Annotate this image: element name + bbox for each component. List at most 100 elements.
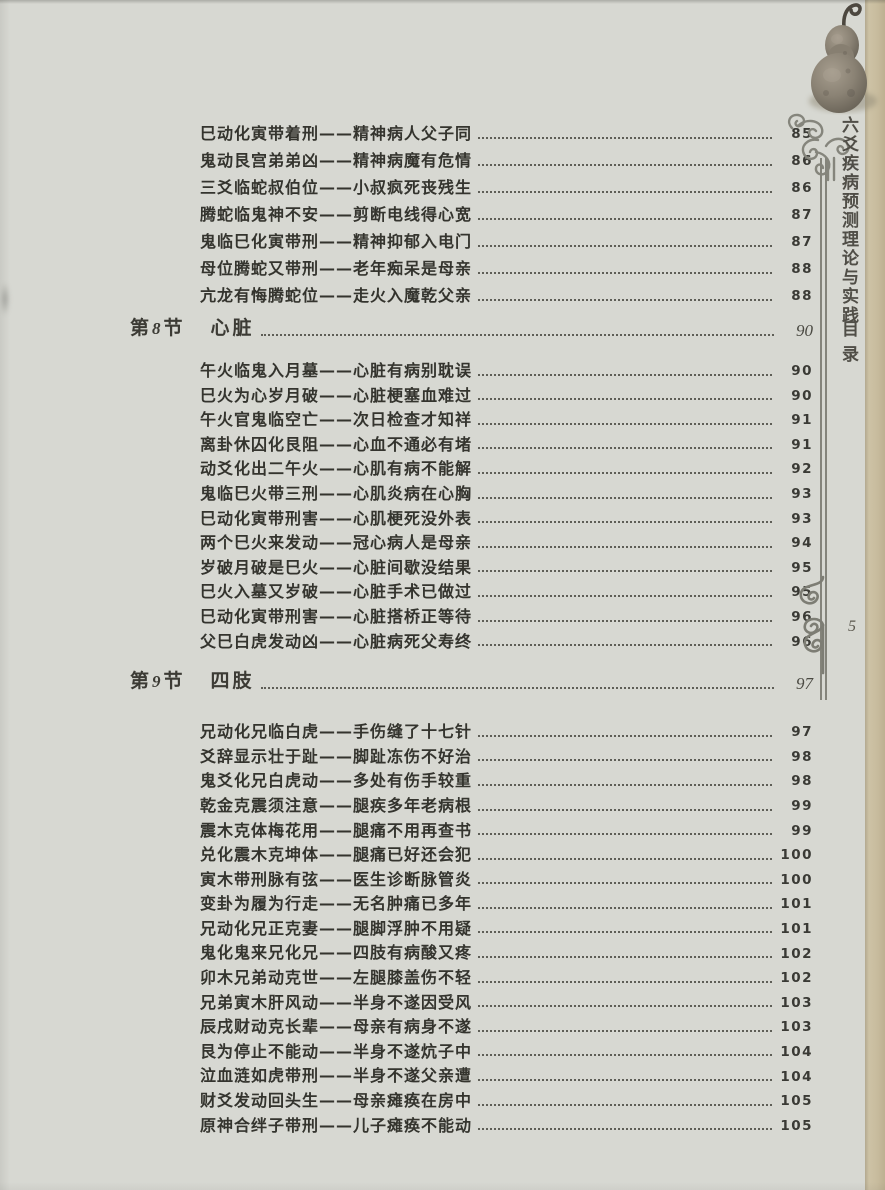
dotted-leader [478, 447, 772, 450]
toc-entry-list: 巳动化寅带着刑——精神病人父子同 85 鬼动艮宫弟弟凶——精神病魔有危情 86 … [130, 116, 813, 305]
toc-entry-text: 巳火为心岁月破——心脏梗塞血难过 [200, 385, 473, 405]
toc-entry: 三爻临蛇叔伯位——小叔疯死丧残生 86 [200, 170, 813, 197]
toc-entry-page-number: 102 [780, 945, 813, 962]
toc-entry-text: 原神合绊子带刑——儿子瘫痪不能动 [200, 1115, 473, 1135]
toc-entry-page-number: 98 [791, 748, 813, 765]
dotted-leader [478, 644, 772, 647]
toc-entry-page-number: 100 [780, 871, 813, 888]
toc-entry-page-number: 93 [791, 486, 813, 503]
double-spiral-ornament [795, 575, 849, 675]
dotted-leader [478, 299, 772, 301]
toc-entry-page-number: 101 [780, 896, 813, 913]
dotted-leader [478, 373, 772, 376]
dotted-leader [478, 734, 772, 737]
toc-entry-page-number: 101 [780, 920, 813, 937]
dotted-leader [478, 137, 772, 139]
dotted-leader [478, 164, 772, 166]
toc-entry-page-number: 98 [791, 773, 813, 790]
dotted-leader [478, 619, 772, 622]
toc-entry-page-number: 85 [791, 126, 813, 143]
toc-entry: 辰戌财动克长辈——母亲有病身不遂 103 [200, 1011, 813, 1036]
dotted-leader [260, 687, 774, 690]
toc-entry-text: 兄动化兄正克妻——腿脚浮肿不用疑 [200, 918, 473, 938]
dotted-leader [478, 218, 772, 220]
toc-entry: 离卦休囚化艮阻——心血不通必有堵 91 [200, 429, 813, 454]
toc-entry-page-number: 87 [791, 234, 813, 251]
toc-entry: 亢龙有悔腾蛇位——走火入魔乾父亲 88 [200, 278, 813, 305]
dotted-leader [478, 521, 772, 524]
toc-entry: 变卦为履为行走——无名肿痛已多年 101 [200, 888, 813, 913]
toc-entry-text: 午火官鬼临空亡——次日检查才知祥 [200, 410, 473, 430]
toc-list: 巳动化寅带着刑——精神病人父子同 85 鬼动艮宫弟弟凶——精神病魔有危情 86 … [130, 116, 813, 1134]
toc-entry-page-number: 90 [791, 363, 813, 380]
toc-entry-page-number: 88 [791, 261, 813, 278]
decorative-border [820, 158, 827, 700]
dotted-leader [478, 783, 772, 786]
toc-entry: 爻辞显示壮于趾——脚趾冻伤不好治 98 [200, 741, 813, 766]
dotted-leader [478, 833, 772, 836]
toc-entry-text: 离卦休囚化艮阻——心血不通必有堵 [200, 434, 473, 454]
dotted-leader [478, 545, 772, 548]
toc-entry-page-number: 104 [780, 1043, 813, 1060]
toc-entry: 巳动化寅带刑害——心肌梗死没外表 93 [200, 503, 813, 528]
toc-entry-text: 兄动化兄临白虎——手伤缝了十七针 [200, 722, 473, 742]
toc-entry: 鬼临巳火带三刑——心肌炎病在心胸 93 [200, 478, 813, 503]
toc-entry-text: 泣血涟如虎带刑——半身不遂父亲遭 [200, 1066, 473, 1086]
toc-entry: 两个巳火来发动——冠心病人是母亲 94 [200, 527, 813, 552]
toc-entry-text: 爻辞显示壮于趾——脚趾冻伤不好治 [200, 746, 473, 766]
dotted-leader [478, 594, 772, 597]
toc-entry-text: 寅木带刑脉有弦——医生诊断脉管炎 [200, 869, 473, 889]
toc-entry-page-number: 94 [791, 535, 813, 552]
toc-entry: 巳火入墓又岁破——心脏手术已做过 95 [200, 576, 813, 601]
page-edge-strip [865, 0, 885, 1190]
toc-entry: 巳火为心岁月破——心脏梗塞血难过 90 [200, 380, 813, 405]
page-number: 5 [848, 618, 856, 635]
toc-entry: 腾蛇临鬼神不安——剪断电线得心宽 87 [200, 197, 813, 224]
toc-entry-page-number: 95 [791, 559, 813, 576]
gourd-image [796, 1, 885, 116]
toc-entry-text: 乾金克震须注意——腿疾多年老病根 [200, 795, 473, 815]
toc-entry-text: 母位腾蛇又带刑——老年痴呆是母亲 [200, 259, 473, 279]
toc-entry: 动爻化出二午火——心肌有病不能解 92 [200, 453, 813, 478]
toc-entry-page-number: 97 [791, 724, 813, 741]
dotted-leader [478, 906, 772, 909]
dotted-leader [478, 1079, 772, 1082]
toc-entry-text: 父巳白虎发动凶——心脏病死父寿终 [200, 631, 473, 651]
dotted-leader [478, 272, 772, 274]
toc-entry: 兄动化兄临白虎——手伤缝了十七针 97 [200, 716, 813, 741]
toc-entry-page-number: 91 [791, 436, 813, 453]
toc-entry-text: 腾蛇临鬼神不安——剪断电线得心宽 [200, 205, 473, 225]
dotted-leader [478, 398, 772, 401]
dotted-leader [478, 1128, 772, 1131]
toc-entry: 午火官鬼临空亡——次日检查才知祥 91 [200, 404, 813, 429]
toc-entry: 父巳白虎发动凶——心脏病死父寿终 96 [200, 626, 813, 651]
toc-entry-page-number: 86 [791, 180, 813, 197]
toc-entry: 震木克体梅花用——腿痛不用再查书 99 [200, 815, 813, 840]
dotted-leader [478, 1029, 772, 1032]
dotted-leader [478, 570, 772, 573]
toc-entry: 巳动化寅带刑害——心脏搭桥正等待 96 [200, 601, 813, 626]
gourd-icon [809, 3, 877, 113]
toc-entry-text: 变卦为履为行走——无名肿痛已多年 [200, 894, 473, 914]
toc-entry: 寅木带刑脉有弦——医生诊断脉管炎 100 [200, 864, 813, 889]
toc-entry: 泣血涟如虎带刑——半身不遂父亲遭 104 [200, 1060, 813, 1085]
toc-label-vertical: 目录 [839, 320, 858, 370]
dotted-leader [478, 759, 772, 762]
toc-entry-text: 鬼临巳化寅带刑——精神抑郁入电门 [200, 232, 473, 252]
toc-entry-text: 财爻发动回头生——母亲瘫痪在房中 [200, 1091, 473, 1111]
toc-entry-page-number: 105 [780, 1093, 813, 1110]
toc-entry: 兄动化兄正克妻——腿脚浮肿不用疑 101 [200, 913, 813, 938]
toc-entry: 兄弟寅木肝风动——半身不遂因受风 103 [200, 987, 813, 1012]
toc-entry-text: 亢龙有悔腾蛇位——走火入魔乾父亲 [200, 286, 473, 306]
dotted-leader [478, 1054, 772, 1057]
toc-entry: 鬼临巳化寅带刑——精神抑郁入电门 87 [200, 224, 813, 251]
toc-entry-page-number: 92 [791, 461, 813, 478]
toc-entry-page-number: 105 [780, 1117, 813, 1134]
dotted-leader [478, 808, 772, 811]
dotted-leader [478, 1103, 772, 1106]
toc-entry-page-number: 103 [780, 994, 813, 1011]
toc-entry-page-number: 93 [791, 510, 813, 527]
